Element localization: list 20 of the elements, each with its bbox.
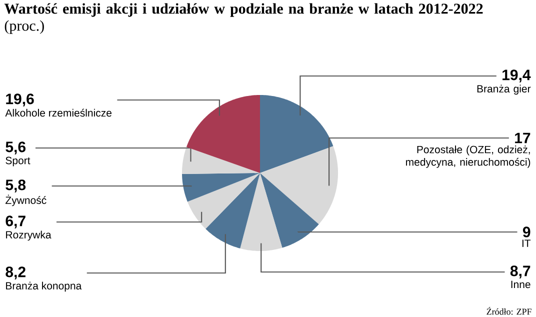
slice-label: Branża konopna [6, 282, 82, 292]
slice-label: IT [522, 240, 531, 247]
data-label: 5,6 [6, 142, 26, 154]
slice-label: Inne [511, 280, 530, 288]
chart-title: Wartość emisji akcji i udziałów w podziale na branże w latach 2012-2022 (proc.) [4, 3, 483, 34]
data-label: 9 [522, 226, 530, 238]
slice-label: Żywność [6, 194, 46, 206]
slice-label: Sport [6, 156, 30, 166]
text: Źródło: ZPF [486, 306, 532, 315]
data-label: 8,7 [510, 266, 530, 278]
data-label: 8,2 [6, 266, 26, 280]
data-label: 6,7 [6, 216, 26, 228]
slice-label: Branża gier [477, 84, 531, 95]
slice-label: Pozostałe (OZE, odzież, medycyna, nieruchomości) [406, 146, 530, 168]
data-label: 19,4 [502, 70, 531, 82]
data-label: 5,8 [6, 180, 26, 192]
data-label: 17 [515, 132, 530, 144]
slice-label: Alkohole rzemieślnicze [5, 108, 112, 117]
slice-label: Rozrywka [6, 230, 52, 241]
data-label: 19,6 [6, 94, 34, 106]
